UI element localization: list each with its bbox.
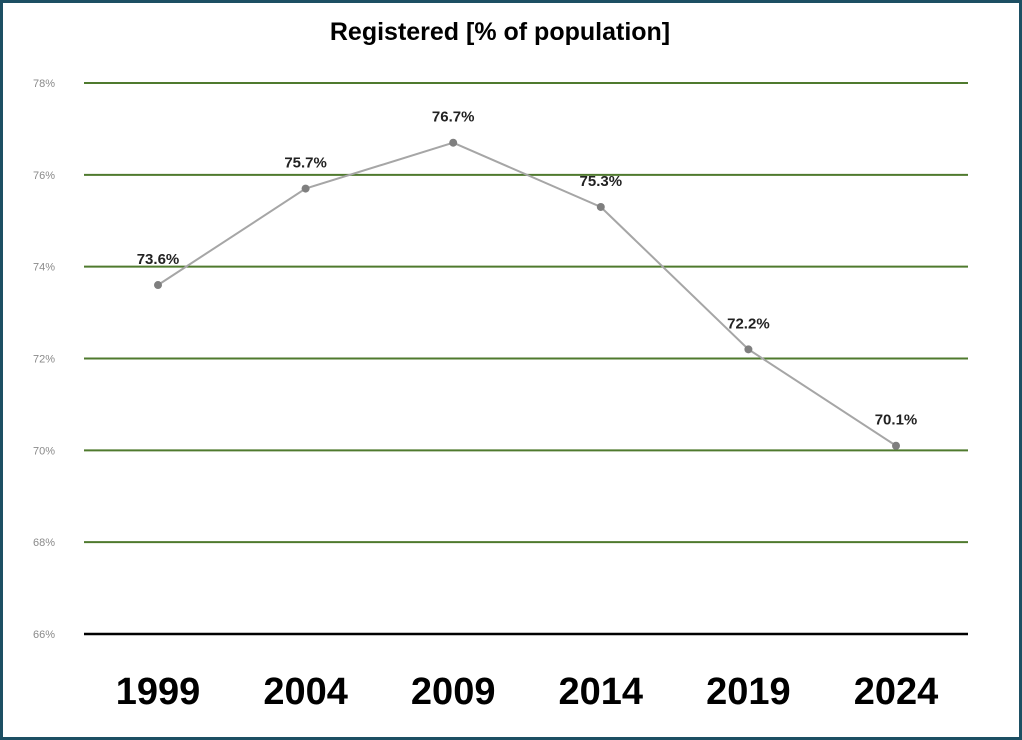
data-point — [892, 441, 900, 450]
x-tick-label: 2004 — [263, 671, 348, 713]
y-tick-label: 66% — [33, 629, 55, 641]
data-label: 72.2% — [727, 315, 770, 332]
x-tick-label: 2019 — [706, 671, 791, 713]
data-point — [301, 184, 310, 193]
y-tick-label: 76% — [33, 170, 55, 182]
gridlines — [84, 82, 968, 544]
data-point — [154, 281, 162, 290]
y-tick-label: 68% — [33, 537, 55, 549]
y-tick-label: 70% — [33, 445, 55, 457]
y-tick-label: 74% — [33, 262, 55, 274]
y-tick-label: 72% — [33, 354, 55, 366]
x-tick-label: 2009 — [411, 671, 496, 713]
data-label: 73.6% — [137, 251, 180, 268]
data-label: 75.7% — [284, 155, 327, 172]
x-tick-label: 2024 — [854, 671, 939, 713]
y-axis-ticks: 78% 76% 74% 72% 70% 68% 66% — [33, 78, 55, 641]
data-point — [744, 345, 753, 354]
data-point — [449, 138, 458, 147]
x-tick-label: 2014 — [559, 671, 644, 713]
data-label: 76.7% — [432, 109, 475, 126]
data-label: 75.3% — [580, 173, 623, 190]
x-axis-ticks: 1999 2004 2009 2014 2019 2024 — [116, 671, 939, 713]
data-label: 70.1% — [875, 412, 918, 429]
data-point — [596, 202, 605, 211]
x-tick-label: 1999 — [116, 671, 201, 713]
series-registered — [154, 138, 900, 450]
y-tick-label: 78% — [33, 78, 55, 90]
data-labels: 73.6% 75.7% 76.7% 75.3% 72.2% 70.1% — [137, 109, 918, 429]
series-line — [157, 141, 897, 447]
chart-title: Registered [% of population] — [329, 18, 671, 46]
